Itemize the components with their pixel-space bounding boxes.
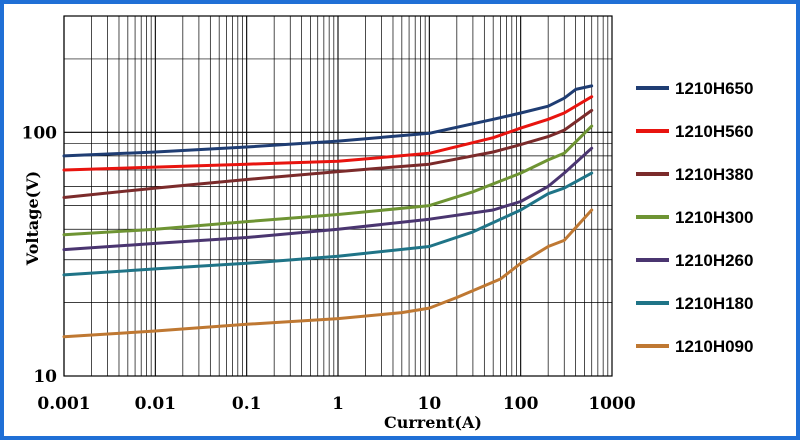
series-line-1210H300 <box>62 124 594 237</box>
series-line-1210H380 <box>62 108 594 199</box>
legend-label-1210H380: 1210H380 <box>675 165 753 184</box>
x-tick-labels: 0.001 0.01 0.1 1 10 100 1000 <box>37 394 635 414</box>
series-line-1210H650 <box>62 84 594 158</box>
legend-label-1210H650: 1210H650 <box>675 79 753 98</box>
series-line-1210H090 <box>62 208 594 339</box>
legend: 1210H650 1210H560 1210H380 1210H300 1210H260… <box>636 79 753 356</box>
y-tick-label: 10 <box>33 367 57 387</box>
x-tick-label: 100 <box>503 394 539 414</box>
x-axis-label: Current(A) <box>384 413 482 432</box>
legend-label-1210H560: 1210H560 <box>675 122 753 141</box>
legend-label-1210H260: 1210H260 <box>675 251 753 270</box>
x-tick-label: 0.1 <box>232 394 262 414</box>
x-tick-label: 10 <box>417 394 441 414</box>
legend-label-1210H180: 1210H180 <box>675 294 753 313</box>
x-tick-label: 0.001 <box>37 394 90 414</box>
y-tick-label: 100 <box>22 123 58 143</box>
series-line-1210H260 <box>62 146 594 252</box>
x-tick-label: 1000 <box>588 394 635 414</box>
series-lines <box>62 84 594 339</box>
legend-label-1210H090: 1210H090 <box>675 337 753 356</box>
legend-label-1210H300: 1210H300 <box>675 208 753 227</box>
y-tick-labels: 10 100 <box>22 123 58 387</box>
x-tick-label: 1 <box>332 394 344 414</box>
y-axis-label: Voltage(V) <box>23 171 42 266</box>
series-line-1210H180 <box>62 171 594 277</box>
series-line-1210H560 <box>62 95 594 172</box>
x-tick-label: 0.01 <box>135 394 176 414</box>
